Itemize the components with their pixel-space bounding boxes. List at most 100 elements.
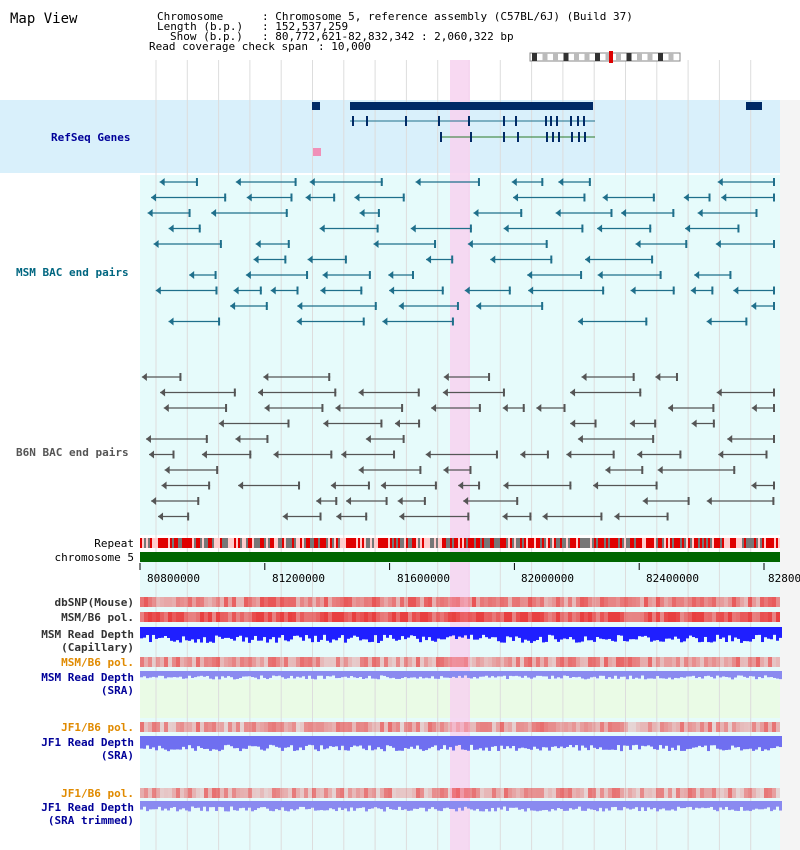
track-label-jf1-b6-pol[interactable]: JF1/B6 pol. bbox=[61, 721, 134, 734]
read-depth-bar bbox=[560, 801, 563, 810]
read-depth-bar bbox=[761, 627, 764, 643]
read-depth-bar bbox=[581, 627, 584, 642]
polymorphism-cell bbox=[580, 722, 584, 732]
read-depth-bar bbox=[299, 671, 302, 678]
read-depth-bar bbox=[728, 736, 731, 750]
read-depth-bar bbox=[737, 736, 740, 748]
read-depth-bar bbox=[383, 736, 386, 752]
read-depth-bar bbox=[776, 627, 779, 641]
read-depth-bar bbox=[314, 801, 317, 811]
read-depth-bar bbox=[278, 627, 281, 638]
polymorphism-cell bbox=[316, 612, 320, 622]
read-depth-bar bbox=[158, 627, 161, 639]
read-depth-bar bbox=[524, 801, 527, 812]
polymorphism-cell bbox=[416, 657, 420, 667]
read-depth-bar bbox=[212, 736, 215, 750]
read-depth-bar bbox=[332, 801, 335, 810]
repeat-element bbox=[672, 538, 674, 548]
b6n-bac-pair-end bbox=[321, 404, 324, 412]
polymorphism-cell bbox=[456, 612, 460, 622]
msm-bac-pair-end bbox=[360, 286, 363, 295]
b6n-bac-pair-end bbox=[679, 450, 682, 459]
read-depth-bar bbox=[209, 627, 212, 642]
read-depth-bar bbox=[659, 671, 662, 679]
ideogram-band bbox=[616, 53, 621, 61]
msm-bac-pair-end bbox=[270, 286, 276, 295]
track-label-jf1-depth-sra[interactable]: JF1 Read Depth bbox=[41, 736, 134, 749]
read-depth-bar bbox=[728, 671, 731, 678]
repeat-element bbox=[696, 538, 698, 548]
polymorphism-cell bbox=[216, 788, 220, 798]
polymorphism-cell bbox=[316, 597, 320, 607]
read-depth-bar bbox=[362, 801, 365, 808]
polymorphism-cell bbox=[208, 597, 212, 607]
track-label-msm-depth-capillary[interactable]: MSM Read Depth bbox=[41, 628, 134, 641]
track-label-msm-bac[interactable]: MSM BAC end pairs bbox=[16, 266, 129, 279]
read-depth-bar bbox=[188, 627, 191, 641]
polymorphism-cell bbox=[188, 612, 192, 622]
read-depth-bar bbox=[611, 736, 614, 750]
polymorphism-cell bbox=[644, 597, 648, 607]
repeat-element bbox=[702, 538, 704, 548]
polymorphism-cell bbox=[636, 612, 640, 622]
read-depth-bar bbox=[524, 736, 527, 749]
track-label-dbsnp[interactable]: dbSNP(Mouse) bbox=[54, 596, 134, 609]
track-label-jf1-depth-trim[interactable]: JF1 Read Depth bbox=[41, 801, 134, 814]
read-depth-bar bbox=[245, 801, 248, 811]
msm-bac-pair-end bbox=[287, 240, 290, 248]
polymorphism-cell bbox=[368, 597, 372, 607]
read-depth-bar bbox=[467, 671, 470, 678]
read-depth-bar bbox=[674, 801, 677, 811]
read-depth-bar bbox=[551, 736, 554, 747]
polymorphism-cell bbox=[444, 788, 448, 798]
repeat-element bbox=[318, 538, 320, 548]
polymorphism-cell bbox=[340, 657, 344, 667]
polymorphism-cell bbox=[652, 612, 656, 622]
read-depth-bar bbox=[464, 801, 467, 807]
polymorphism-cell bbox=[600, 597, 604, 607]
polymorphism-cell bbox=[720, 597, 724, 607]
polymorphism-cell bbox=[532, 597, 536, 607]
read-depth-bar bbox=[173, 671, 176, 678]
track-label-msm-depth-sra[interactable]: MSM Read Depth bbox=[41, 671, 134, 684]
polymorphism-cell bbox=[152, 657, 156, 667]
polymorphism-cell bbox=[636, 597, 640, 607]
track-label-msm-b6-pol-sra[interactable]: MSM/B6 pol. bbox=[61, 656, 134, 669]
track-label-msm-b6-pol[interactable]: MSM/B6 pol. bbox=[61, 611, 134, 624]
msm-bac-pair-end bbox=[373, 240, 379, 248]
read-depth-bar bbox=[212, 801, 215, 808]
read-depth-bar bbox=[161, 801, 164, 811]
repeat-element bbox=[256, 538, 258, 548]
msm-bac-pair-end bbox=[333, 193, 336, 202]
read-depth-bar bbox=[530, 736, 533, 750]
b6n-bac-pair-end bbox=[431, 404, 437, 412]
read-depth-bar bbox=[161, 671, 164, 676]
track-label-repeat[interactable]: Repeat bbox=[94, 537, 134, 550]
track-label-jf1-b6-pol-trim[interactable]: JF1/B6 pol. bbox=[61, 787, 134, 800]
read-depth-bar bbox=[446, 627, 449, 638]
b6n-bac-pair-end bbox=[365, 512, 368, 521]
repeat-element bbox=[636, 538, 638, 548]
polymorphism-cell bbox=[188, 597, 192, 607]
polymorphism-cell bbox=[308, 612, 312, 622]
read-depth-bar bbox=[221, 671, 224, 677]
read-depth-bar bbox=[476, 736, 479, 750]
repeat-element bbox=[416, 538, 418, 548]
repeat-element bbox=[366, 538, 368, 548]
polymorphism-cell bbox=[700, 612, 704, 622]
polymorphism-cell bbox=[600, 657, 604, 667]
polymorphism-cell bbox=[564, 788, 568, 798]
track-label-refseq[interactable]: RefSeq Genes bbox=[51, 131, 131, 144]
read-depth-bar bbox=[233, 627, 236, 641]
read-depth-bar bbox=[710, 736, 713, 746]
polymorphism-cell bbox=[708, 722, 712, 732]
b6n-bac-pair-end bbox=[401, 404, 404, 412]
read-depth-bar bbox=[623, 801, 626, 808]
repeat-element bbox=[712, 538, 714, 548]
read-depth-bar bbox=[743, 671, 746, 677]
read-depth-bar bbox=[611, 801, 614, 808]
b6n-bac-pair-end bbox=[529, 512, 532, 521]
track-label-b6n-bac[interactable]: B6N BAC end pairs bbox=[16, 446, 129, 459]
read-depth-bar bbox=[449, 671, 452, 678]
